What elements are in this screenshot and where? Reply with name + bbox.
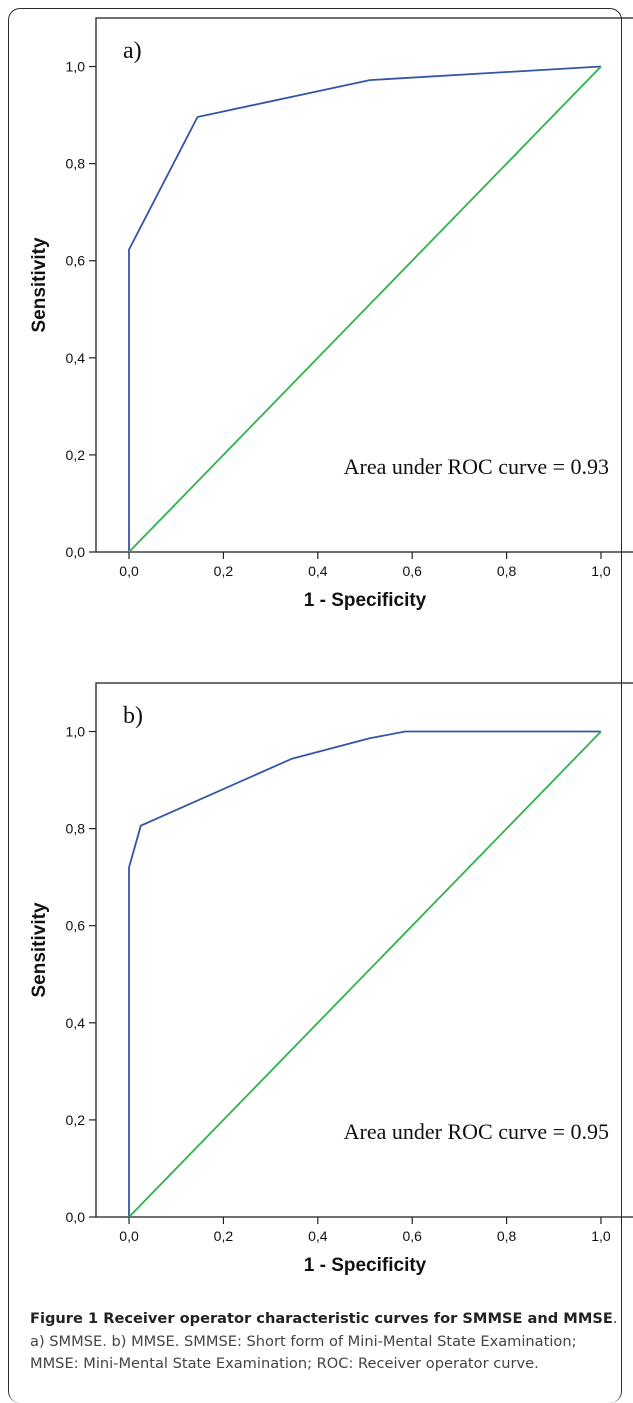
x-tick-label: 0,6 — [402, 563, 422, 579]
y-tick-label: 0,0 — [66, 544, 86, 560]
roc-curve-line — [128, 730, 601, 1217]
roc-chart-b: 0,0 0,2 0,4 0,6 0,8 1,0 0,0 0,2 0,4 0,6 0,8 1,0 b) Ar… — [29, 682, 633, 1276]
x-tick-label: 1,0 — [591, 1228, 611, 1244]
panel-label: b) — [123, 703, 143, 729]
roc-curve-line — [128, 65, 602, 552]
reference-diagonal-line — [128, 65, 602, 553]
plot-area-border — [95, 17, 633, 553]
y-tick-label: 1,0 — [66, 724, 86, 740]
y-axis-title: Sensitivity — [29, 237, 50, 332]
y-tick-label: 0,4 — [66, 350, 86, 366]
auc-annotation: Area under ROC curve = 0.95 — [344, 1119, 609, 1144]
y-tick-label: 0,4 — [66, 1015, 86, 1031]
x-tick-label: 0,0 — [119, 1228, 139, 1244]
caption-title: Figure 1 Receiver operator characteristi… — [30, 1310, 613, 1327]
x-tick-label: 0,4 — [308, 1228, 328, 1244]
y-tick-label: 0,0 — [66, 1209, 86, 1225]
x-axis-title: 1 - Specificity — [304, 590, 427, 611]
y-axis-title: Sensitivity — [29, 902, 50, 997]
x-tick-label: 0,2 — [214, 563, 234, 579]
y-tick-label: 0,6 — [66, 253, 86, 269]
plot-area-border — [95, 682, 633, 1218]
y-tick-label: 0,2 — [66, 1112, 86, 1128]
y-tick-label: 0,2 — [66, 447, 86, 463]
x-tick-label: 0,6 — [402, 1228, 422, 1244]
auc-annotation: Area under ROC curve = 0.93 — [344, 454, 609, 479]
figure-caption: Figure 1 Receiver operator characteristi… — [30, 1308, 618, 1376]
x-tick-label: 0,2 — [214, 1228, 234, 1244]
x-tick-label: 0,4 — [308, 563, 328, 579]
roc-chart-a: 0,0 0,2 0,4 0,6 0,8 1,0 0,0 0,2 0,4 0,6 0,8 1,0 a) Ar… — [29, 17, 633, 611]
y-tick-label: 0,6 — [66, 918, 86, 934]
panel-label: a) — [123, 38, 142, 64]
x-tick-label: 0,8 — [497, 1228, 517, 1244]
x-tick-label: 0,0 — [119, 563, 139, 579]
x-tick-label: 1,0 — [591, 563, 611, 579]
caption-text: . a) SMMSE. b) MMSE. SMMSE: Short form o… — [30, 1310, 618, 1372]
reference-diagonal-line — [128, 730, 602, 1218]
y-tick-label: 1,0 — [66, 59, 86, 75]
y-tick-label: 0,8 — [66, 821, 86, 837]
figure-frame — [8, 8, 622, 1403]
y-tick-label: 0,8 — [66, 156, 86, 172]
x-tick-label: 0,8 — [497, 563, 517, 579]
x-axis-title: 1 - Specificity — [304, 1255, 427, 1276]
